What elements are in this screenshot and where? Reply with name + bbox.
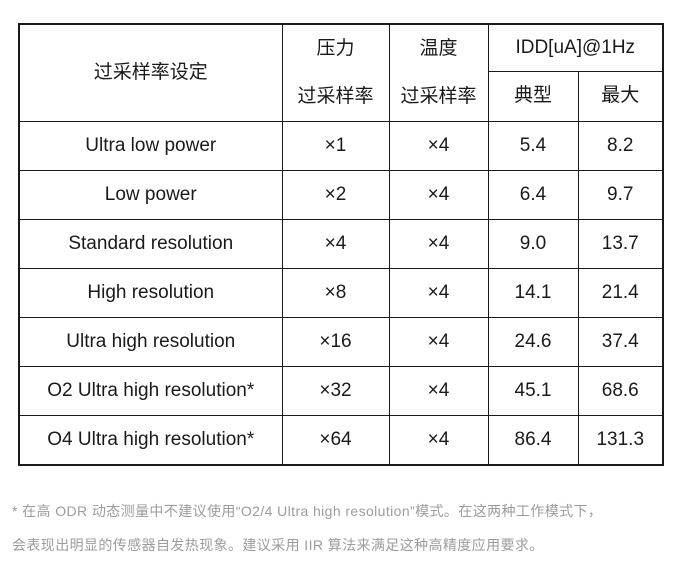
table-row: Low power ×2 ×4 6.4 9.7 bbox=[18, 170, 664, 220]
cell-temperature-osr: ×4 bbox=[388, 317, 489, 367]
header-setting: 过采样率设定 bbox=[18, 23, 283, 122]
cell-pressure-osr: ×32 bbox=[281, 366, 390, 416]
cell-idd-typical: 14.1 bbox=[487, 268, 579, 318]
cell-idd-maximum: 37.4 bbox=[577, 317, 664, 367]
cell-pressure-osr: ×16 bbox=[281, 317, 390, 367]
cell-temperature-osr: ×4 bbox=[388, 170, 489, 220]
cell-temperature-osr: ×4 bbox=[388, 121, 489, 171]
table-header-row-2: 典型 最大 bbox=[19, 71, 664, 122]
cell-pressure-osr: ×8 bbox=[281, 268, 390, 318]
cell-mode: High resolution bbox=[18, 268, 283, 318]
cell-temperature-osr: ×4 bbox=[388, 415, 489, 466]
cell-mode: O2 Ultra high resolution* bbox=[18, 366, 283, 416]
header-pressure-line1: 压力 bbox=[316, 37, 355, 59]
cell-idd-maximum: 9.7 bbox=[577, 170, 664, 220]
header-temperature-line2: 过采样率 bbox=[400, 85, 477, 107]
footnote-line-2: 会表现出明显的传感器自发热现象。建议采用 IIR 算法来满足这种高精度应用要求。 bbox=[12, 537, 544, 553]
header-temperature-line1: 温度 bbox=[419, 37, 458, 59]
cell-mode: Standard resolution bbox=[18, 219, 283, 269]
cell-idd-typical: 5.4 bbox=[487, 121, 579, 171]
table-header-row-1: 过采样率设定 压力 过采样率 温度 过采样率 IDD[uA]@1Hz bbox=[18, 23, 664, 122]
table-row: Ultra high resolution ×16 ×4 24.6 37.4 bbox=[18, 317, 664, 367]
cell-idd-maximum: 68.6 bbox=[577, 366, 664, 416]
cell-idd-maximum: 8.2 bbox=[577, 121, 664, 171]
cell-idd-typical: 9.0 bbox=[487, 219, 579, 269]
cell-idd-maximum: 13.7 bbox=[577, 219, 664, 269]
cell-mode: Ultra high resolution bbox=[18, 317, 283, 367]
cell-idd-maximum: 21.4 bbox=[577, 268, 664, 318]
header-temperature-osr: 温度 过采样率 bbox=[388, 23, 489, 122]
header-maximum: 最大 bbox=[577, 71, 664, 122]
footnote: * 在高 ODR 动态测量中不建议使用“O2/4 Ultra high reso… bbox=[12, 494, 667, 562]
cell-idd-typical: 6.4 bbox=[487, 170, 579, 220]
header-idd: IDD[uA]@1Hz bbox=[487, 23, 664, 73]
header-pressure-osr: 压力 过采样率 bbox=[281, 23, 390, 122]
cell-pressure-osr: ×4 bbox=[281, 219, 390, 269]
header-typical: 典型 bbox=[487, 71, 579, 122]
cell-idd-typical: 45.1 bbox=[487, 366, 579, 416]
table-row: O2 Ultra high resolution* ×32 ×4 45.1 68… bbox=[18, 366, 664, 416]
cell-idd-typical: 86.4 bbox=[487, 415, 579, 466]
header-pressure-line2: 过采样率 bbox=[297, 85, 374, 107]
footnote-line-1: * 在高 ODR 动态测量中不建议使用“O2/4 Ultra high reso… bbox=[12, 503, 603, 519]
cell-idd-typical: 24.6 bbox=[487, 317, 579, 367]
cell-pressure-osr: ×64 bbox=[281, 415, 390, 466]
cell-mode: O4 Ultra high resolution* bbox=[18, 415, 283, 466]
cell-idd-maximum: 131.3 bbox=[577, 415, 664, 466]
cell-pressure-osr: ×2 bbox=[281, 170, 390, 220]
cell-pressure-osr: ×1 bbox=[281, 121, 390, 171]
cell-temperature-osr: ×4 bbox=[388, 219, 489, 269]
cell-mode: Ultra low power bbox=[18, 121, 283, 171]
table-row: O4 Ultra high resolution* ×64 ×4 86.4 13… bbox=[18, 415, 664, 466]
table-row: Standard resolution ×4 ×4 9.0 13.7 bbox=[18, 219, 664, 269]
table-row: High resolution ×8 ×4 14.1 21.4 bbox=[18, 268, 664, 318]
cell-mode: Low power bbox=[18, 170, 283, 220]
cell-temperature-osr: ×4 bbox=[388, 268, 489, 318]
cell-temperature-osr: ×4 bbox=[388, 366, 489, 416]
oversampling-settings-table: 过采样率设定 压力 过采样率 温度 过采样率 IDD[uA]@1Hz 典型 bbox=[18, 23, 665, 466]
table-row: Ultra low power ×1 ×4 5.4 8.2 bbox=[18, 121, 664, 171]
